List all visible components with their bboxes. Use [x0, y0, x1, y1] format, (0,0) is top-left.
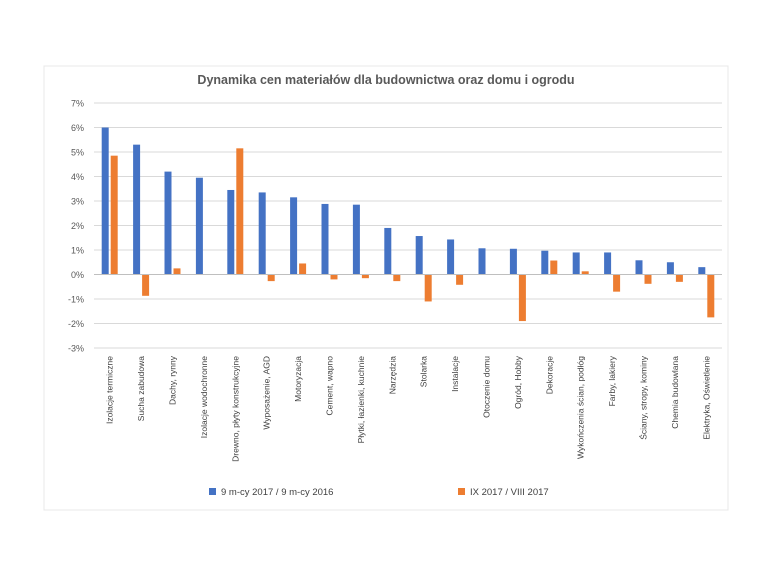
y-tick-label: -1%: [68, 295, 84, 305]
bar-series-2: [707, 274, 715, 318]
chart-frame: [43, 65, 729, 511]
x-tick-label: Drewno, płyty konstrukcyjne: [230, 356, 240, 462]
x-tick-label: Płytki, łazienki, kuchnie: [356, 356, 366, 444]
x-tick-label: Farby, lakiery: [607, 355, 617, 406]
bar-series-2: [550, 260, 558, 275]
bar-series-2: [393, 274, 401, 282]
bar-series-1: [541, 250, 549, 275]
y-tick-label: 1%: [71, 246, 84, 256]
x-tick-label: Stolarka: [419, 356, 429, 387]
bar-series-1: [698, 267, 706, 275]
legend-swatch: [209, 488, 216, 495]
bar-series-1: [384, 227, 392, 275]
bar-series-1: [604, 252, 612, 275]
bar-series-1: [195, 177, 203, 275]
bar-series-1: [321, 203, 329, 275]
x-axis-ticks: Izolacje termiczne Sucha zabudowa Dachy, r…: [105, 355, 712, 462]
x-tick-label: Ogród, Hobby: [513, 355, 523, 409]
bar-series-2: [173, 268, 181, 275]
bar-series-2: [456, 274, 464, 285]
x-tick-label: Sucha zabudowa: [136, 356, 146, 421]
bar-series-1: [635, 260, 643, 275]
bar-series-2: [581, 271, 589, 275]
y-tick-label: 4%: [71, 172, 84, 182]
gridlines: [94, 102, 722, 349]
x-tick-label: Dekoracje: [544, 356, 554, 395]
chart-title: Dynamika cen materiałów dla budownictwa …: [197, 73, 574, 87]
y-axis-ticks: -3% -2% -1% 0% 1% 2% 3% 4% 5% 6% 7%: [68, 99, 84, 354]
bar-series-2: [675, 274, 683, 282]
x-tick-label: Wykończenia ścian, podłóg: [576, 356, 586, 459]
bar-series-1: [572, 252, 580, 275]
y-tick-label: 0%: [71, 270, 84, 280]
legend: 9 m-cy 2017 / 9 m-cy 2016 IX 2017 / VIII …: [209, 487, 549, 498]
x-tick-label: Ściany, stropy, kominy: [638, 355, 649, 440]
bar-series-1: [352, 204, 360, 275]
x-tick-label: Izolacje termiczne: [105, 356, 115, 424]
legend-label: 9 m-cy 2017 / 9 m-cy 2016: [221, 487, 333, 498]
bar-series-1: [666, 262, 674, 275]
legend-label: IX 2017 / VIII 2017: [470, 487, 549, 498]
bar-series-1: [164, 171, 172, 275]
y-tick-label: -3%: [68, 344, 84, 354]
x-tick-label: Elektryka, Oświetlenie: [701, 356, 711, 440]
bar-series-2: [142, 274, 150, 296]
x-tick-label: Izolacje wodochronne: [199, 356, 209, 438]
x-tick-label: Dachy, rynny: [168, 355, 178, 405]
bar-series-1: [447, 239, 455, 275]
bar-series-2: [644, 274, 652, 284]
bar-series-1: [478, 248, 486, 275]
bar-series-2: [330, 274, 338, 280]
bar-series-2: [424, 274, 432, 302]
x-tick-label: Wyposażenie, AGD: [262, 356, 272, 430]
bar-series-1: [509, 248, 517, 275]
bar-series-2: [518, 274, 526, 322]
x-tick-label: Narzędzia: [387, 356, 397, 395]
bar-series-1: [133, 144, 141, 275]
bar-series-2: [299, 263, 307, 275]
x-tick-label: Motoryzacja: [293, 356, 303, 402]
x-tick-label: Otoczenie domu: [482, 356, 492, 418]
bar-series-1: [290, 197, 298, 275]
y-tick-label: 3%: [71, 197, 84, 207]
bar-series-2: [613, 274, 621, 292]
bar-series-2: [236, 148, 244, 275]
bar-series-1: [415, 236, 423, 275]
bar-series-1: [258, 192, 266, 275]
bar-series-1: [101, 127, 109, 275]
y-tick-label: 7%: [71, 99, 84, 109]
y-tick-label: 6%: [71, 123, 84, 133]
bar-series-2: [267, 274, 275, 282]
legend-swatch: [458, 488, 465, 495]
x-tick-label: Cement, wapno: [325, 356, 335, 416]
bar-series-2: [361, 274, 369, 279]
y-tick-label: 2%: [71, 221, 84, 231]
bars: [101, 127, 715, 322]
x-tick-label: Instalacje: [450, 356, 460, 392]
x-tick-label: Chemia budowlana: [670, 356, 680, 429]
bar-series-2: [110, 155, 118, 275]
y-tick-label: 5%: [71, 148, 84, 158]
bar-series-1: [227, 189, 235, 275]
y-tick-label: -2%: [68, 319, 84, 329]
